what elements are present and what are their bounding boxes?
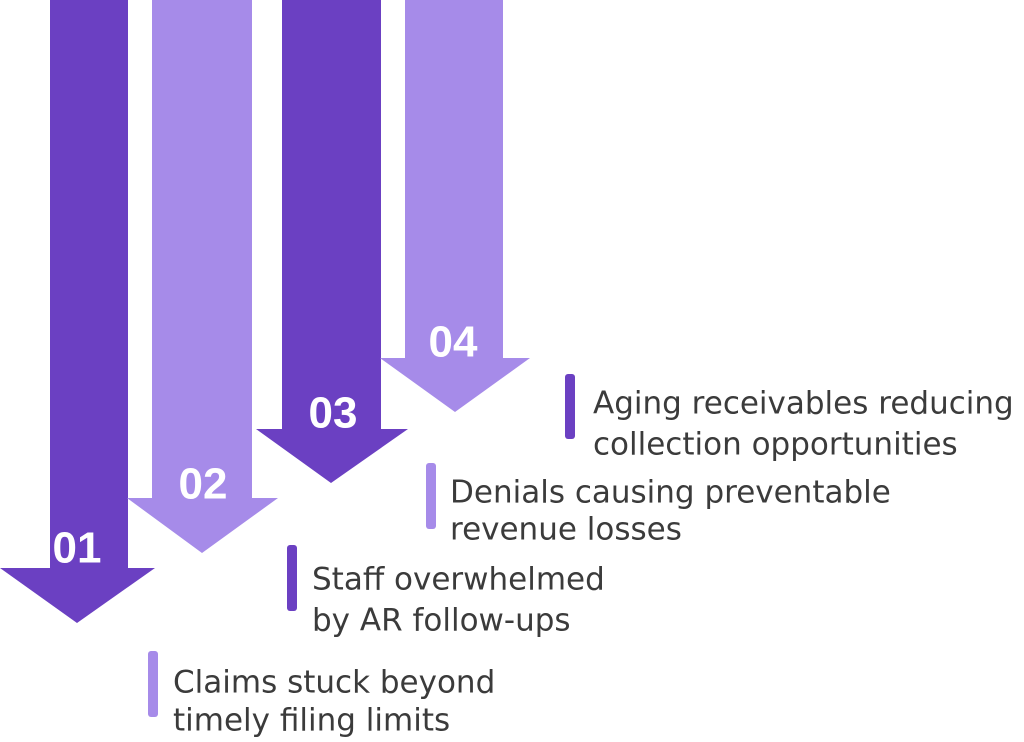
step-text: Claims stuck beyond <box>173 665 495 701</box>
accent-bar <box>148 651 158 717</box>
accent-bar <box>287 545 297 611</box>
step-text: revenue losses <box>450 512 682 548</box>
step-number: 01 <box>53 524 102 573</box>
step-text: collection opportunities <box>593 427 958 463</box>
step-text: Denials causing preventable <box>450 475 891 511</box>
arrow <box>127 0 278 553</box>
step-number: 02 <box>179 460 228 509</box>
step-text: Aging receivables reducing <box>593 386 1014 422</box>
step-number: 04 <box>429 318 478 367</box>
step-number: 03 <box>309 389 358 438</box>
accent-bar <box>426 463 436 529</box>
step-text: by AR follow-ups <box>312 603 571 639</box>
arrow <box>0 0 155 623</box>
arrow <box>380 0 530 412</box>
arrow <box>256 0 408 483</box>
step-text: timely filing limits <box>173 703 450 739</box>
accent-bar <box>565 374 575 439</box>
step-text: Staff overwhelmed <box>312 562 605 598</box>
